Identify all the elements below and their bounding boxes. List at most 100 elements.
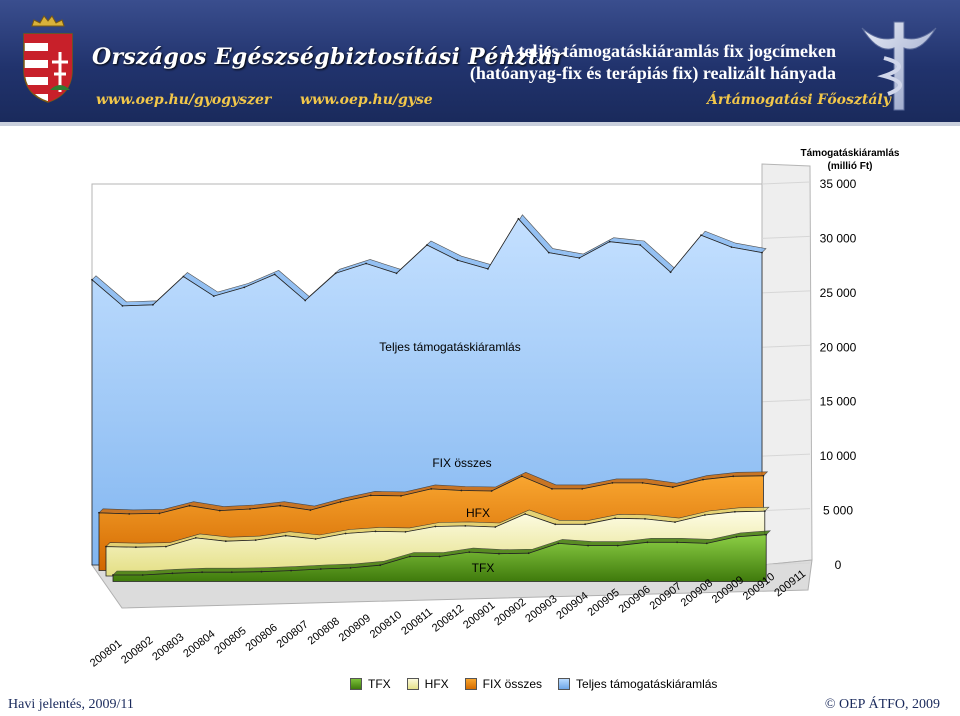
data-point-hfx — [614, 517, 616, 520]
data-point-teljes — [730, 246, 733, 249]
y-gridline — [761, 344, 811, 348]
x-tick-label: 200802 — [119, 634, 155, 666]
data-point-fix-osszes — [128, 513, 131, 515]
data-point-teljes — [761, 251, 763, 254]
data-point-hfx — [524, 513, 527, 515]
legend-label-hfx: HFX — [424, 677, 449, 691]
data-point-fix-osszes — [520, 475, 523, 478]
chart-series-layer — [91, 214, 771, 582]
data-point-hfx — [404, 531, 407, 533]
x-tick-label: 200803 — [150, 631, 186, 663]
data-point-tfx — [527, 552, 530, 555]
data-point-fix-osszes — [581, 488, 584, 490]
organization-name: Országos Egészségbiztosítási Pénztár — [92, 44, 565, 70]
y-tick-label: 30 000 — [820, 231, 857, 245]
data-point-fix-osszes — [369, 494, 372, 497]
data-point-tfx — [171, 572, 174, 575]
data-point-teljes — [547, 251, 550, 254]
data-point-fix-osszes — [158, 512, 161, 515]
data-point-hfx — [674, 521, 676, 523]
data-point-fix-osszes — [430, 488, 433, 490]
data-point-teljes — [121, 305, 124, 307]
data-point-teljes — [639, 244, 642, 246]
y-tick-label: 20 000 — [820, 340, 857, 354]
data-point-fix-osszes — [279, 504, 282, 507]
data-point-hfx — [194, 537, 197, 539]
data-point-fix-osszes — [611, 482, 614, 484]
legend-item-tfx: TFX — [350, 677, 391, 691]
data-point-fix-osszes — [641, 482, 644, 484]
data-point-teljes — [365, 262, 367, 265]
data-point-hfx — [704, 514, 706, 516]
y-gridline — [761, 453, 811, 457]
chart-side-wall — [761, 163, 813, 566]
y-tick-label: 10 000 — [820, 449, 857, 463]
y-tick-label: 25 000 — [820, 286, 857, 300]
y-tick-label: 0 — [835, 558, 842, 572]
legend-swatch-fix — [464, 678, 477, 690]
data-point-tfx — [112, 574, 114, 576]
data-point-hfx — [224, 540, 227, 543]
data-point-fix-osszes — [188, 504, 191, 507]
chart-legend: TFX HFX FIX összes Teljes támogatáskiára… — [350, 676, 733, 692]
data-point-tfx — [379, 564, 382, 567]
oep-caduceus-logo-icon — [861, 21, 937, 111]
data-point-tfx — [587, 544, 589, 547]
data-point-fix-osszes — [309, 509, 312, 511]
data-point-teljes — [182, 275, 185, 278]
y-axis-title-line1: Támogatáskiáramlás — [801, 148, 900, 159]
data-point-tfx — [498, 552, 500, 555]
hungarian-coat-of-arms-icon — [23, 15, 73, 103]
y-gridline — [761, 290, 811, 294]
data-point-fix-osszes — [400, 495, 402, 497]
data-point-teljes — [700, 234, 702, 237]
data-point-tfx — [557, 542, 560, 545]
x-tick-label: 200808 — [306, 615, 342, 647]
x-tick-label: 200903 — [523, 593, 559, 625]
department-name: Ártámogatási Főosztály — [707, 92, 891, 108]
legend-label-fix: FIX összes — [482, 677, 543, 691]
banner-separator — [0, 122, 960, 126]
data-point-fix-osszes — [671, 486, 674, 489]
legend-item-total: Teljes támogatáskiáramlás — [558, 677, 717, 691]
url-gyogyszer-link[interactable]: www.oep.hu/gyogyszer — [96, 92, 272, 108]
data-point-hfx — [135, 546, 137, 549]
data-point-teljes — [395, 272, 398, 275]
slide-title-line1: A teljes támogatáskiáramlás fix jogcímek… — [502, 41, 836, 61]
data-point-fix-osszes — [490, 490, 493, 492]
header-banner: Országos Egészségbiztosítási Pénztár www… — [0, 0, 960, 122]
url-gyse-link[interactable]: www.oep.hu/gyse — [300, 92, 433, 108]
x-tick-label: 200812 — [430, 603, 466, 635]
data-point-hfx — [434, 525, 437, 528]
x-tick-label: 200901 — [461, 599, 497, 631]
data-point-teljes — [212, 295, 215, 297]
legend-label-tfx: TFX — [368, 677, 391, 691]
data-point-tfx — [141, 574, 144, 576]
data-point-teljes — [456, 259, 459, 262]
data-point-fix-osszes — [460, 489, 463, 492]
slide-title-line2: (hatóanyag-fix és terápiás fix) realizál… — [469, 63, 836, 83]
data-point-tfx — [676, 541, 678, 544]
series-label-tfx: TFX — [472, 561, 495, 575]
y-axis-title-line2: (millió Ft) — [828, 161, 873, 172]
data-point-teljes — [304, 299, 307, 302]
data-point-tfx — [735, 536, 738, 538]
data-point-hfx — [734, 510, 736, 513]
data-point-hfx — [314, 538, 317, 540]
y-tick-label: 5 000 — [823, 504, 853, 518]
data-point-tfx — [260, 570, 263, 573]
legend-item-fix: FIX összes — [464, 677, 543, 691]
x-tick-label: 200807 — [275, 619, 311, 651]
data-point-fix-osszes — [249, 508, 251, 510]
data-point-hfx — [644, 518, 646, 520]
legend-swatch-hfx — [406, 678, 419, 690]
data-point-teljes — [578, 257, 581, 259]
data-point-hfx — [374, 530, 377, 533]
x-tick-label: 200801 — [88, 638, 124, 670]
legend-item-hfx: HFX — [406, 677, 449, 691]
y-gridline — [761, 235, 811, 239]
data-point-tfx — [409, 555, 411, 558]
data-point-tfx — [616, 544, 619, 547]
data-point-teljes — [152, 303, 154, 306]
y-tick-label: 15 000 — [820, 395, 857, 409]
